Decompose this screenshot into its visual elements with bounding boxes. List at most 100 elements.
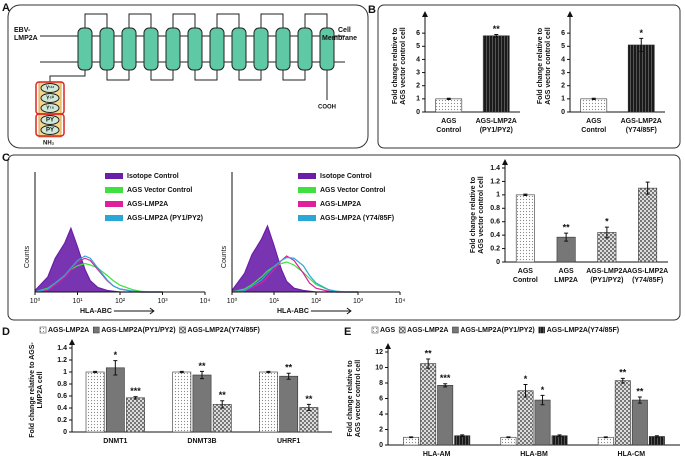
error-bar	[557, 434, 562, 437]
bar	[279, 375, 299, 433]
error-bar	[654, 435, 659, 438]
x-axis-label: HLA-ABC	[80, 308, 112, 315]
legend-label: AGS Vector Control	[127, 187, 192, 194]
panel-frame	[377, 4, 681, 149]
bar	[105, 367, 125, 433]
axis-arrow	[422, 11, 428, 17]
y-tick-label: 0	[416, 109, 420, 116]
bar	[580, 98, 608, 113]
error-bar	[494, 33, 499, 38]
y-tick-label: 1.2	[57, 357, 67, 364]
motif-label: PY	[46, 128, 54, 134]
protein-label: EBV-	[14, 27, 31, 34]
bar	[534, 399, 551, 446]
bar	[85, 371, 105, 433]
significance: ***	[130, 386, 141, 396]
bar	[437, 385, 454, 446]
x-tick-label: (PY1/PY2)	[480, 127, 513, 134]
legend-swatch	[39, 326, 47, 334]
legend-swatch	[179, 326, 186, 334]
x-tick-label: DNMT3B	[187, 438, 216, 445]
y-tick-label: 1	[63, 369, 67, 376]
significance: **	[563, 223, 571, 233]
protein-label: LMP2A	[14, 35, 38, 42]
x-tick-label: 10³	[353, 298, 364, 305]
y-tick-label: 1	[416, 96, 420, 103]
y-tick-label: 3	[416, 69, 420, 76]
error-bar	[220, 400, 225, 409]
y-tick-label: 2	[561, 83, 565, 90]
x-tick-label: (Y74/85F)	[632, 277, 663, 284]
error-bar	[506, 436, 511, 439]
y-tick-label: 0.4	[57, 405, 67, 412]
error-bar	[620, 377, 625, 384]
significance: *	[114, 350, 118, 360]
legend-label: AGS-LMP2A(Y74/85F)	[547, 327, 619, 334]
error-bar	[200, 370, 204, 380]
x-tick-label: UHRF1	[277, 438, 300, 445]
bar	[212, 404, 232, 433]
significance: **	[425, 348, 433, 358]
x-tick-label: 10³	[157, 298, 168, 305]
x-axis-label: HLA-ABC	[277, 308, 309, 315]
panel-frame	[7, 154, 681, 321]
error-bar	[93, 370, 98, 374]
x-tick-label: LMP2A	[554, 277, 578, 284]
legend-swatch	[298, 201, 316, 207]
x-tick-label: Control	[513, 277, 538, 284]
y-tick-label: 5	[561, 43, 565, 50]
y-axis-label: Fold change relative to	[470, 177, 477, 253]
x-tick-label: 10¹	[269, 298, 280, 305]
bar	[515, 194, 535, 263]
n-term-label: NH₂	[43, 141, 55, 147]
bar	[259, 371, 278, 433]
bar	[500, 436, 517, 446]
error-bar	[604, 226, 609, 239]
bar	[435, 98, 463, 113]
y-tick-label: 6	[416, 30, 420, 37]
x-tick-label: DNMT1	[103, 438, 127, 445]
legend-label: AGS-LMP2A	[127, 201, 168, 208]
legend-label: AGS-LMP2A	[48, 327, 89, 334]
error-bar	[179, 370, 184, 374]
x-tick-label: AGS-LMP2A	[627, 268, 668, 275]
panel-letter: C	[2, 152, 10, 164]
legend-label: AGS	[380, 327, 396, 334]
bar	[192, 374, 212, 433]
significance: ***	[440, 373, 451, 383]
y-tick-label: 1.4	[57, 345, 67, 352]
membrane-label: Cell	[338, 27, 351, 34]
axis-arrow	[385, 343, 391, 349]
legend-swatch	[105, 187, 123, 193]
y-tick-label: 0.6	[490, 219, 500, 226]
x-tick-label: HLA-BM	[520, 451, 548, 458]
y-tick-label: 6	[379, 395, 383, 402]
x-tick-label: 10⁴	[200, 298, 211, 305]
motif-label: PY	[46, 118, 54, 124]
x-tick-label: AGS	[559, 268, 575, 275]
bar	[172, 371, 192, 433]
bar	[648, 436, 665, 446]
significance: **	[493, 24, 501, 34]
axis-arrow	[113, 307, 155, 315]
bar	[403, 436, 420, 446]
y-tick-label: 0.2	[490, 245, 500, 252]
error-bar	[113, 360, 118, 376]
x-tick-label: Control	[436, 127, 461, 134]
motif-label: Y⁶⁰	[46, 95, 54, 101]
y-tick-label: 0.4	[490, 232, 500, 239]
x-tick-label: Control	[581, 127, 606, 134]
error-bar	[443, 383, 448, 388]
significance: *	[639, 28, 643, 38]
area-fill	[35, 228, 163, 292]
x-tick-label: AGS-LMP2A	[621, 118, 662, 125]
x-tick-label: 10²	[311, 298, 322, 305]
error-bar	[133, 396, 138, 400]
legend-label: AGS-LMP2A	[320, 201, 361, 208]
legend-swatch	[92, 326, 100, 334]
legend-label: AGS-LMP2A	[407, 327, 448, 334]
y-axis-label: Counts	[24, 245, 31, 268]
axis-arrow	[502, 159, 508, 165]
y-axis-label: AGS vector control cell	[478, 176, 485, 253]
y-tick-label: 12	[375, 349, 383, 356]
